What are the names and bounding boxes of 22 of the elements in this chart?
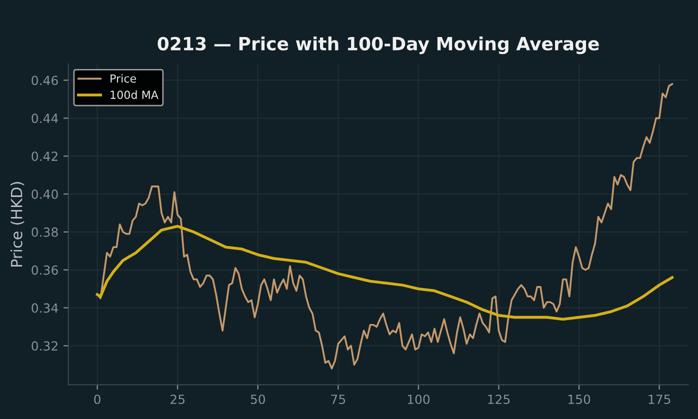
line-series bbox=[96, 83, 674, 370]
x-tick-label: 50 bbox=[250, 394, 266, 404]
x-tick-label: 175 bbox=[648, 394, 670, 404]
chart-title: 0213 — Price with 100-Day Moving Average bbox=[158, 36, 599, 54]
line-series bbox=[96, 224, 674, 321]
y-tick-label: 0.46 bbox=[32, 76, 58, 86]
x-tick-label: 100 bbox=[408, 394, 430, 404]
y-tick-label: 0.34 bbox=[32, 303, 58, 313]
x-tick-label: 75 bbox=[331, 394, 346, 404]
x-tick-label: 125 bbox=[488, 394, 510, 404]
y-tick-label: 0.32 bbox=[32, 341, 58, 351]
y-tick-label: 0.42 bbox=[32, 152, 58, 162]
x-tick-label: 0 bbox=[94, 394, 100, 404]
legend-label: 100d MA bbox=[110, 90, 158, 100]
y-axis-title: Price (HKD) bbox=[10, 182, 24, 267]
y-tick-label: 0.36 bbox=[32, 265, 58, 275]
y-tick-label: 0.40 bbox=[32, 190, 58, 199]
y-tick-label: 0.44 bbox=[32, 114, 58, 124]
legend-label: Price bbox=[110, 74, 136, 83]
x-tick-label: 150 bbox=[568, 394, 590, 404]
x-tick-label: 25 bbox=[170, 394, 184, 404]
y-tick-label: 0.38 bbox=[32, 227, 58, 237]
